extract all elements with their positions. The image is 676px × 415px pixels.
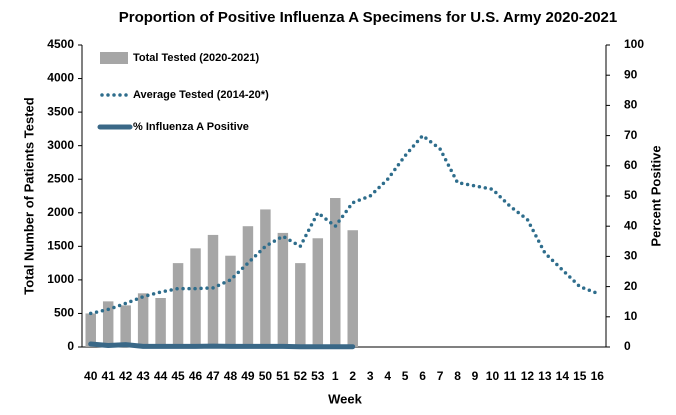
x-tick-label: 52 <box>294 369 308 383</box>
x-tick-label: 2 <box>349 369 356 383</box>
bar <box>295 263 306 347</box>
x-tick-label: 50 <box>259 369 273 383</box>
y-tick-label: 2000 <box>47 205 74 219</box>
x-tick-label: 45 <box>171 369 185 383</box>
x-tick-label: 40 <box>84 369 98 383</box>
x-tick-label: 11 <box>504 369 517 383</box>
bar <box>207 234 219 347</box>
bar <box>242 226 254 347</box>
x-tick-label: 8 <box>454 369 461 383</box>
x-tick-label: 1 <box>332 369 339 383</box>
chart-title: Proportion of Positive Influenza A Speci… <box>119 9 617 26</box>
x-tick-label: 12 <box>521 369 535 383</box>
legend-label: Total Tested (2020-2021) <box>133 52 259 64</box>
line <box>88 341 356 350</box>
x-tick-label: 9 <box>472 369 479 383</box>
y2-tick-label: 100 <box>624 37 644 51</box>
x-tick-label: 41 <box>102 369 116 383</box>
y-tick-label: 0 <box>67 339 74 353</box>
x-tick-label: 44 <box>154 369 168 383</box>
bar <box>260 209 271 347</box>
y-tick-label: 1000 <box>47 272 74 286</box>
y-tick-label: 3500 <box>47 104 74 118</box>
x-tick-label: 42 <box>119 369 133 383</box>
x-tick-label: 5 <box>402 369 409 383</box>
y-tick-label: 2500 <box>47 171 74 185</box>
y2-tick-label: 60 <box>624 158 638 172</box>
y2-tick-label: 0 <box>624 339 631 353</box>
legend-label: Average Tested (2014-20*) <box>133 89 269 101</box>
bar <box>102 301 114 347</box>
y2-tick-label: 70 <box>624 128 638 142</box>
bar <box>85 313 96 347</box>
bar <box>330 198 341 347</box>
y2-axis-label: Percent Positive <box>648 145 663 246</box>
y2-tick-label: 20 <box>624 279 638 293</box>
x-axis-label: Week <box>328 391 362 406</box>
y-tick-label: 1500 <box>47 239 74 253</box>
legend-swatch <box>100 52 128 64</box>
x-tick-label: 15 <box>573 369 587 383</box>
bar <box>190 248 201 347</box>
y-tick-label: 4500 <box>47 37 74 51</box>
x-tick-label: 48 <box>224 369 238 383</box>
y-tick-label: 3000 <box>47 138 74 152</box>
x-tick-label: 46 <box>189 369 203 383</box>
x-tick-label: 53 <box>311 369 325 383</box>
x-tick-label: 10 <box>486 369 500 383</box>
y2-tick-label: 40 <box>624 218 638 232</box>
x-tick-label: 47 <box>206 369 220 383</box>
bar <box>312 238 324 347</box>
dotted-line <box>88 133 600 316</box>
legend-label: % Influenza A Positive <box>133 121 249 133</box>
y2-tick-label: 90 <box>624 67 638 81</box>
bar <box>225 255 236 347</box>
x-tick-label: 16 <box>591 369 605 383</box>
y2-tick-label: 50 <box>624 188 638 202</box>
bar <box>172 263 184 347</box>
x-tick-label: 6 <box>419 369 426 383</box>
y-tick-label: 500 <box>54 306 74 320</box>
bar <box>120 305 131 347</box>
x-tick-label: 13 <box>538 369 552 383</box>
y2-tick-label: 80 <box>624 98 638 112</box>
x-tick-label: 43 <box>136 369 150 383</box>
bar <box>277 232 289 347</box>
x-tick-label: 7 <box>437 369 444 383</box>
y2-tick-label: 10 <box>624 309 638 323</box>
x-tick-label: 14 <box>556 369 570 383</box>
x-tick-label: 4 <box>384 369 391 383</box>
y2-tick-label: 30 <box>624 249 638 263</box>
x-tick-label: 49 <box>241 369 255 383</box>
bar <box>137 293 149 347</box>
y-axis-label: Total Number of Patients Tested <box>21 97 36 294</box>
bar <box>155 298 166 347</box>
y-tick-label: 4000 <box>47 71 74 85</box>
x-tick-label: 51 <box>276 369 290 383</box>
bar <box>347 230 358 347</box>
x-tick-label: 3 <box>367 369 374 383</box>
